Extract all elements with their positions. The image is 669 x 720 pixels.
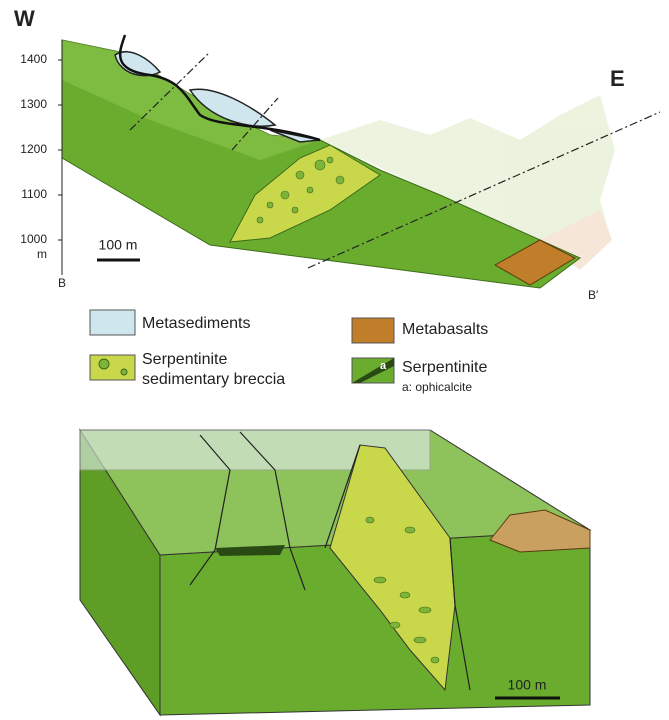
legend-label: Serpentinite <box>402 359 487 376</box>
block-scale-label: 100 m <box>508 677 547 693</box>
legend-clast <box>99 359 109 369</box>
legend-clast <box>121 369 127 375</box>
legend-sublabel: a: ophicalcite <box>402 380 472 394</box>
legend-label: Metabasalts <box>402 321 488 338</box>
west-label: W <box>14 6 35 31</box>
legend-swatch <box>90 310 135 335</box>
elevation-unit: m <box>37 247 47 261</box>
elevation-label: 1300 <box>20 97 47 111</box>
elevation-label: 1000 <box>20 232 47 246</box>
figure: 1400 1300 1200 1100 1000 W E m 100 m B B′ Me… <box>0 0 669 720</box>
east-label: E <box>610 66 625 91</box>
legend-swatch <box>90 355 135 380</box>
legend-marker: a <box>380 360 387 372</box>
elevation-label: 1400 <box>20 52 47 66</box>
section-end: B′ <box>588 288 599 302</box>
legend-label: sedimentary breccia <box>142 371 285 388</box>
scale-label: 100 m <box>99 237 138 253</box>
legend-label: Serpentinite <box>142 351 227 368</box>
legend-swatch <box>352 318 394 343</box>
elevation-label: 1100 <box>21 187 47 201</box>
section-start: B <box>58 276 66 290</box>
elevation-label: 1200 <box>20 142 47 156</box>
legend-label: Metasediments <box>142 315 251 332</box>
